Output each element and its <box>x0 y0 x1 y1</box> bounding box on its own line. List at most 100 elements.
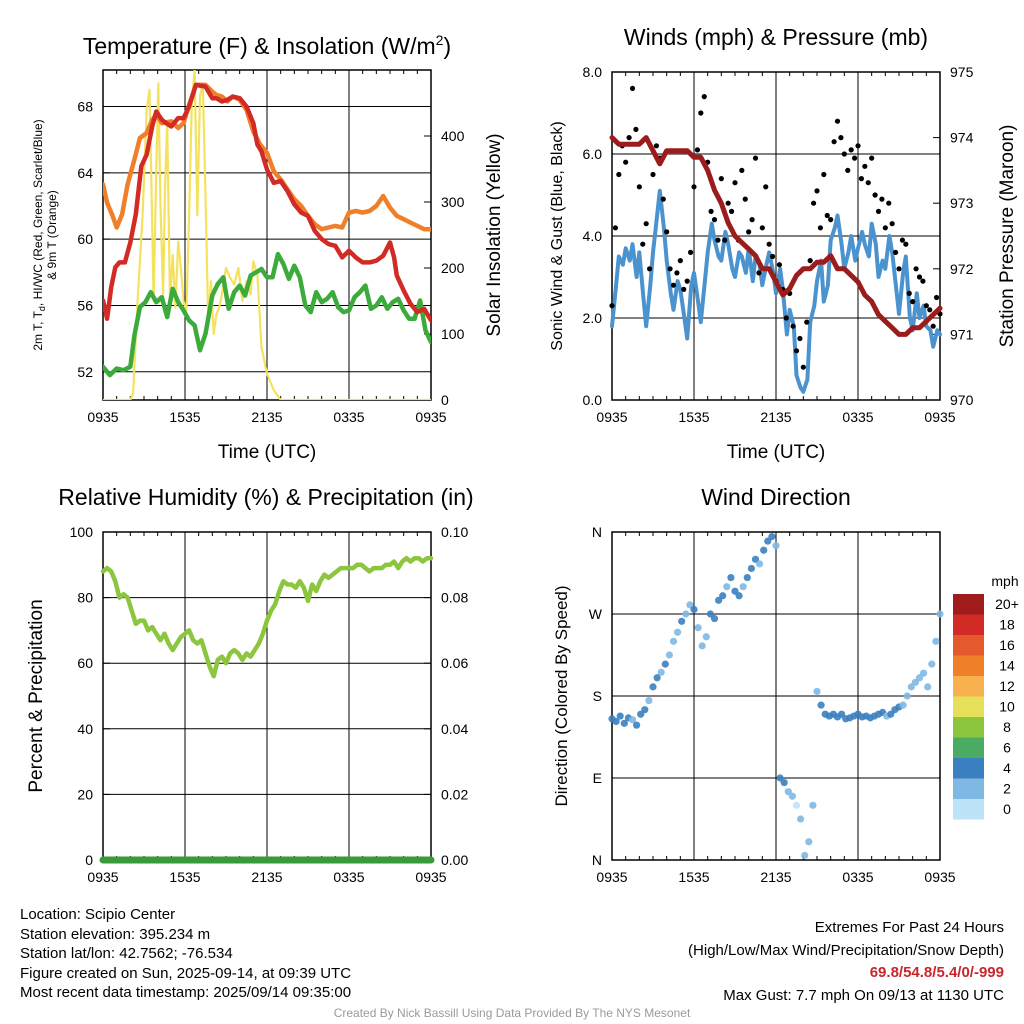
winddir-ylabel: Direction (Colored By Speed) <box>552 585 571 806</box>
winds-ytick-label: 8.0 <box>583 64 603 80</box>
credit-line: Created By Nick Bassill Using Data Provi… <box>333 1006 691 1020</box>
direction-point <box>612 717 620 726</box>
temp-ytick-label: 56 <box>77 297 93 313</box>
direction-point <box>756 560 764 568</box>
temp-panel: 52 56 60 64 68 0 100 200 300 400 0935 1535 2135 0335 0… <box>77 69 465 425</box>
speed-legend-swatch <box>953 655 984 676</box>
gust-point <box>869 155 875 161</box>
temp-xtick-label: 0935 <box>415 409 446 425</box>
gust-point <box>715 237 721 243</box>
rh-y2tick-label: 0.10 <box>441 524 468 540</box>
speed-legend-label: 0 <box>1003 801 1011 817</box>
gust-point <box>653 143 660 149</box>
rh-title: Relative Humidity (%) & Precipitation (i… <box>58 484 473 510</box>
direction-point <box>792 801 801 809</box>
gust-point <box>776 262 783 268</box>
gust-point <box>913 266 919 272</box>
gust-point <box>711 217 718 223</box>
gust-point <box>910 299 916 305</box>
direction-point <box>628 716 637 724</box>
winddir-xtick-label: 0935 <box>924 869 955 885</box>
speed-legend-label: 8 <box>1003 719 1011 735</box>
direction-point <box>780 778 788 787</box>
rh-ytick-label: 60 <box>77 655 93 671</box>
winddir-xtick-label: 2135 <box>760 869 791 885</box>
gust-point <box>701 94 707 100</box>
extremes-subtitle: (High/Low/Max Wind/Precipitation/Snow De… <box>688 941 1004 959</box>
speed-legend-swatch <box>953 614 984 635</box>
gust-point <box>906 290 912 296</box>
speed-legend-label: 6 <box>1003 740 1011 756</box>
gust-point <box>687 249 694 255</box>
winds-y2tick-label: 971 <box>950 326 974 342</box>
direction-point <box>809 801 817 809</box>
winddir-ytick-label: N <box>592 852 602 868</box>
temp-series-t2m <box>103 82 431 323</box>
gust-point <box>838 135 844 141</box>
rh-xtick-label: 0335 <box>333 869 364 885</box>
direction-point <box>805 838 813 846</box>
speed-legend: mph 20+ 18 16 14 12 10 8 6 4 2 0 <box>953 573 1019 820</box>
direction-point <box>710 614 719 623</box>
gust-point <box>670 282 677 288</box>
gust-point <box>810 200 817 206</box>
winddir-ytick-label: S <box>593 688 602 704</box>
speed-legend-title: mph <box>991 573 1018 589</box>
station-info: Location: Scipio Center Station elevatio… <box>20 905 351 1003</box>
gust-point <box>629 85 636 91</box>
rh-xtick-label: 1535 <box>169 869 200 885</box>
extremes-title: Extremes For Past 24 Hours <box>814 919 1004 936</box>
temp-ytick-label: 68 <box>77 98 93 114</box>
temp-xtick-label: 1535 <box>169 409 200 425</box>
gust-point <box>664 229 670 235</box>
gust-point <box>879 196 885 202</box>
rh-ytick-label: 0 <box>85 852 93 868</box>
station-latlon: Station lat/lon: 42.7562; -76.534 <box>20 945 233 962</box>
winds-frame <box>611 71 941 401</box>
direction-point <box>645 696 653 705</box>
direction-point <box>665 651 674 659</box>
temp-y2tick-label: 200 <box>441 260 465 276</box>
speed-legend-swatch <box>953 758 984 779</box>
winds-xtick-label: 0335 <box>842 409 873 425</box>
temp-y2tick-label: 300 <box>441 194 465 210</box>
gust-point <box>800 364 806 370</box>
temp-title-main: Temperature (F) & Insolation (W/m <box>83 33 436 59</box>
rh-y2tick-label: 0.08 <box>441 590 468 606</box>
rh-ytick-label: 80 <box>77 590 93 606</box>
rh-series-rh <box>100 555 434 679</box>
gust-point <box>899 237 906 243</box>
speed-legend-swatch <box>953 778 984 799</box>
direction-point <box>682 610 690 618</box>
winds-panel: 0.0 2.0 4.0 6.0 8.0 970 971 972 973 974 975 0935 153… <box>583 64 974 425</box>
winds-ylabel: Sonic Wind & Gust (Blue, Black) <box>549 121 566 350</box>
speed-legend-swatch <box>953 594 984 615</box>
speed-legend-label: 16 <box>999 637 1015 653</box>
temp-ytick-label: 64 <box>77 165 93 181</box>
temp-ylabel-sub: d <box>37 306 47 311</box>
winds-xlabel: Time (UTC) <box>727 442 826 463</box>
gust-point <box>633 126 639 132</box>
rh-panel: 0 20 40 60 80 100 0.00 0.02 0.04 0.06 0.08 0.10 0935… <box>70 524 469 885</box>
gust-point <box>862 163 868 169</box>
gust-point <box>797 335 803 342</box>
gust-point <box>855 143 861 149</box>
temp-ylabel-line2: & 9m T (Orange) <box>45 190 59 280</box>
temp-y2tick-label: 100 <box>441 326 465 342</box>
gust-point <box>694 147 701 153</box>
speed-legend-swatch <box>953 799 984 820</box>
most-recent-data: Most recent data timestamp: 2025/09/14 0… <box>20 984 352 1001</box>
rh-y2tick-label: 0.00 <box>441 852 468 868</box>
temp-series-group <box>103 70 431 400</box>
gust-point <box>752 155 759 161</box>
gust-point <box>708 208 714 214</box>
gust-point <box>691 184 697 190</box>
figure-created: Figure created on Sun, 2025-09-14, at 09… <box>20 964 352 982</box>
gust-point <box>793 348 800 354</box>
gust-point <box>684 278 690 284</box>
direction-point <box>932 637 940 645</box>
winds-y2tick-label: 970 <box>950 392 974 408</box>
direction-point <box>620 719 628 727</box>
